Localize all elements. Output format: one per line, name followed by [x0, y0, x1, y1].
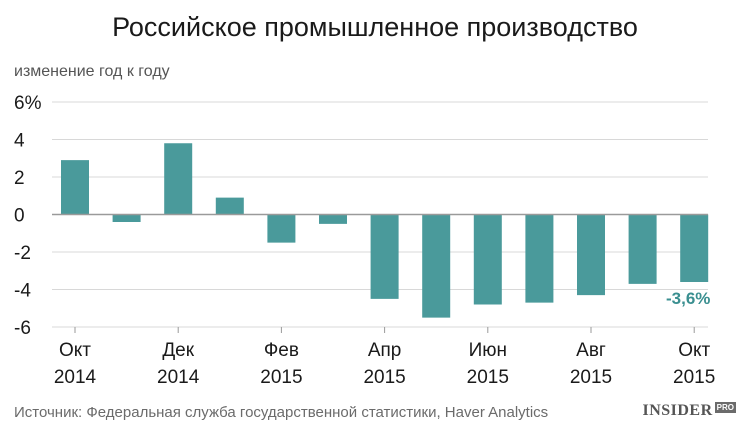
- x-tick-year: 2015: [363, 367, 405, 388]
- bar: [164, 143, 193, 215]
- value-annotation: -3,6%: [666, 289, 710, 308]
- x-tick-year: 2014: [54, 367, 97, 388]
- bar: [525, 214, 554, 303]
- y-tick-label: 6%: [14, 93, 42, 114]
- x-tick-month: Авг: [576, 340, 606, 361]
- y-tick-label: 2: [14, 168, 25, 189]
- bar: [628, 214, 657, 284]
- bar: [422, 214, 451, 318]
- logo-badge: PRO: [714, 402, 736, 413]
- bar: [680, 214, 709, 282]
- y-tick-label: -4: [14, 281, 31, 302]
- bar: [370, 214, 399, 299]
- x-tick-month: Окт: [678, 340, 710, 361]
- x-ticks: Окт 2014 Дек 2014 Фев 2015 Апр 2015 Июн 2015 Авг 20…: [54, 327, 715, 388]
- y-tick-label: 4: [14, 131, 25, 152]
- x-tick-month: Дек: [162, 340, 194, 361]
- bar: [473, 214, 502, 305]
- x-tick-month: Апр: [368, 340, 402, 361]
- y-tick-label: 0: [14, 206, 25, 227]
- bar: [112, 214, 141, 222]
- bar: [577, 214, 605, 296]
- bar: [215, 197, 244, 215]
- x-tick-month: Окт: [59, 340, 91, 361]
- x-tick-year: 2015: [467, 367, 509, 388]
- source-note: Источник: Федеральная служба государстве…: [14, 404, 549, 421]
- bar: [319, 214, 347, 224]
- bars: [61, 143, 709, 318]
- annotations: -3,6%: [666, 289, 710, 308]
- logo-text: INSIDER: [642, 402, 713, 419]
- y-tick-label: -6: [14, 318, 31, 339]
- x-tick-year: 2014: [157, 367, 200, 388]
- x-tick-month: Фев: [264, 340, 299, 361]
- chart-title: Российское промышленное производство: [112, 12, 638, 42]
- insider-pro-logo: INSIDER PRO: [642, 402, 736, 420]
- x-tick-year: 2015: [673, 367, 715, 388]
- y-ticks: 6% 4 2 0 -2 -4 -6: [14, 93, 42, 339]
- x-tick-year: 2015: [570, 367, 612, 388]
- x-tick-month: Июн: [469, 340, 507, 361]
- x-tick-year: 2015: [260, 367, 302, 388]
- y-tick-label: -2: [14, 243, 31, 264]
- bar: [61, 160, 89, 215]
- bar: [267, 214, 296, 243]
- y-axis-label: изменение год к году: [14, 63, 170, 80]
